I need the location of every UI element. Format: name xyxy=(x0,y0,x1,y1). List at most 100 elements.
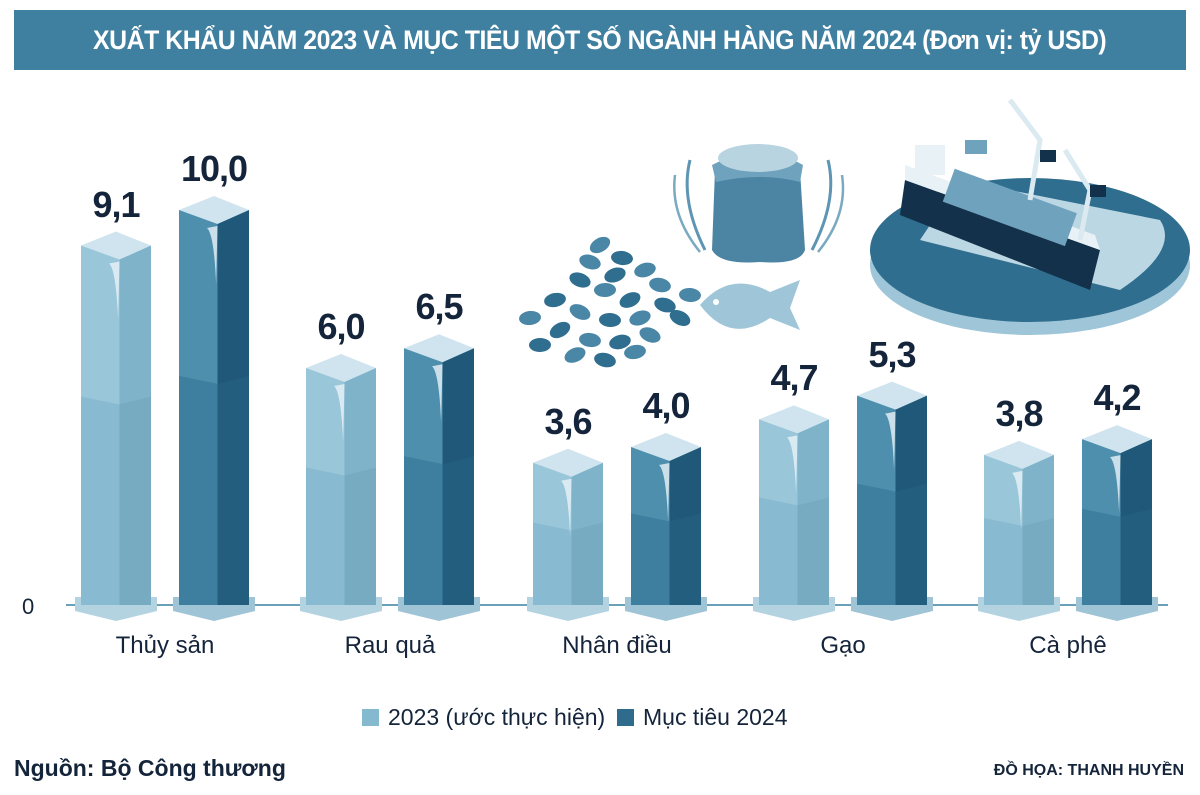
category-label: Cà phê xyxy=(1029,632,1107,659)
bar-lower-side xyxy=(797,497,829,605)
bar-lower-side xyxy=(442,456,474,605)
legend: 2023 (ước thực hiện) Mục tiêu 2024 xyxy=(0,704,1200,736)
data-label: 4,0 xyxy=(642,385,690,426)
bar-2024 xyxy=(398,334,480,621)
bar-2023 xyxy=(75,231,157,621)
coffee-bean xyxy=(629,310,651,326)
graphic-credit: ĐỒ HỌA: THANH HUYỀN xyxy=(993,762,1184,779)
coffee-bean xyxy=(634,262,656,278)
bar-2024 xyxy=(625,433,707,621)
bar-cap xyxy=(179,196,249,224)
bar-lower-side xyxy=(669,513,701,605)
bar-highlight xyxy=(561,478,572,537)
legend-item-2024: Mục tiêu 2024 xyxy=(617,704,787,731)
coffee-bean xyxy=(609,334,631,350)
data-label: 3,6 xyxy=(544,400,592,442)
coffee-bean xyxy=(579,332,601,348)
bar-cap xyxy=(533,448,603,477)
bar-lower-face xyxy=(533,522,572,605)
bar-cap xyxy=(759,405,829,434)
bar-2024 xyxy=(851,381,933,621)
bar-2023 xyxy=(753,405,835,621)
coffee-bean xyxy=(549,321,571,339)
bar-lower-side xyxy=(895,483,927,605)
coffee-beans-icon xyxy=(519,236,701,368)
source-note: Nguồn: Bộ Công thương xyxy=(14,755,286,781)
coffee-bean xyxy=(624,344,646,360)
coffee-bean xyxy=(569,304,591,320)
bar-lower-face xyxy=(857,483,896,605)
bar-highlight xyxy=(1110,455,1121,514)
data-label: 6,5 xyxy=(415,286,463,328)
bar-lower-face xyxy=(81,396,120,605)
bar-highlight xyxy=(659,463,670,521)
bar-2023 xyxy=(527,448,609,621)
data-label: 4,2 xyxy=(1093,377,1141,419)
coffee-bean xyxy=(564,347,586,363)
coffee-bean xyxy=(579,254,601,270)
data-label: 6,0 xyxy=(317,306,365,347)
data-label: 9,1 xyxy=(92,183,140,225)
legend-label-2023: 2023 (ước thực hiện) xyxy=(388,704,606,730)
bar-lower-side xyxy=(344,467,376,605)
bar-lower-side xyxy=(1120,508,1152,605)
legend-swatch-2023 xyxy=(362,709,379,726)
bar-cap xyxy=(984,440,1054,469)
bar-highlight xyxy=(787,435,798,494)
chart-title: XUẤT KHẨU NĂM 2023 VÀ MỤC TIÊU MỘT SỐ NG… xyxy=(93,24,1107,55)
bar-lower-face xyxy=(631,513,670,605)
coffee-bean xyxy=(519,310,541,326)
bar-cap xyxy=(631,433,701,461)
coffee-bean xyxy=(594,282,616,298)
data-label: 4,7 xyxy=(770,357,818,399)
coffee-bean xyxy=(544,292,566,308)
title-bar: XUẤT KHẨU NĂM 2023 VÀ MỤC TIÊU MỘT SỐ NG… xyxy=(14,10,1186,70)
bar-cap xyxy=(306,354,376,382)
cargo-ship-port-icon xyxy=(870,98,1190,335)
bar-cap xyxy=(857,381,927,410)
coffee-bean xyxy=(611,250,633,266)
coffee-bean xyxy=(654,297,676,313)
data-label: 5,3 xyxy=(868,333,916,375)
legend-label-2024: Mục tiêu 2024 xyxy=(643,704,788,730)
bar-highlight xyxy=(885,411,896,470)
bar-lower-face xyxy=(1082,508,1121,605)
illustrations xyxy=(519,98,1190,368)
bar-cap xyxy=(1082,425,1152,454)
bar-2024 xyxy=(173,196,255,621)
coffee-bean xyxy=(649,277,671,293)
coffee-bean xyxy=(669,310,691,326)
bar-cap xyxy=(404,334,474,363)
coffee-bean xyxy=(604,267,626,283)
category-label: Thủy sản xyxy=(115,632,215,659)
bar-lower-face xyxy=(759,497,798,605)
coffee-bean xyxy=(619,292,641,308)
bar-cap xyxy=(81,231,151,260)
bar-highlight xyxy=(1012,470,1023,529)
category-label: Rau quả xyxy=(344,632,436,659)
category-label: Gạo xyxy=(820,632,866,659)
coffee-bean xyxy=(569,272,591,288)
coffee-bean xyxy=(594,352,616,368)
bar-lower-side xyxy=(119,396,151,605)
bar-2023 xyxy=(300,354,382,621)
bar-lower-face xyxy=(306,467,345,605)
y-tick-label-0: 0 xyxy=(22,594,35,619)
category-label: Nhân điều xyxy=(562,632,672,659)
bar-2024 xyxy=(1076,425,1158,621)
legend-swatch-2024 xyxy=(617,709,634,726)
coffee-bean xyxy=(589,236,611,254)
bar-2023 xyxy=(978,440,1060,621)
data-label: 10,0 xyxy=(180,148,248,189)
coffee-bean xyxy=(529,337,551,353)
bar-highlight xyxy=(432,364,443,423)
coffee-bean xyxy=(679,287,701,303)
fish-icon xyxy=(700,280,800,330)
coffee-bean xyxy=(599,312,621,328)
bar-lower-face xyxy=(984,517,1023,605)
bar-lower-side xyxy=(571,522,603,605)
rice-sack-icon xyxy=(673,144,845,263)
data-label: 3,8 xyxy=(995,392,1043,434)
bar-lower-side xyxy=(1022,517,1054,605)
